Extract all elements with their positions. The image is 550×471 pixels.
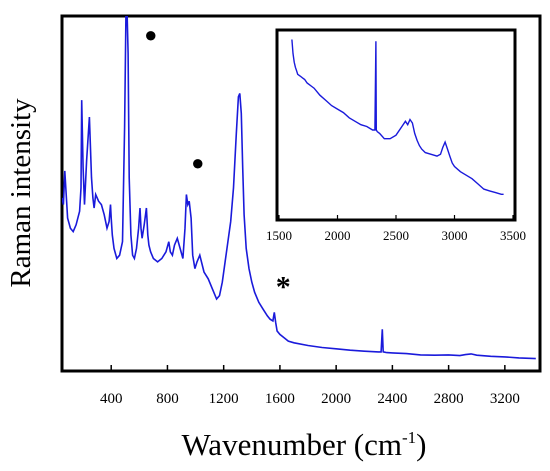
inset-spectrum-line [291,39,504,196]
main-x-tick-label: 2000 [321,391,351,407]
dot-marker: ● [191,150,204,175]
x-axis-title: Wavenumber (cm-1) [182,427,427,462]
main-x-axis-ticks: 400 800 1200 1600 2000 2400 2800 3200 [100,365,520,407]
main-x-tick-label: 800 [156,391,179,407]
inset-x-tick-label: 3500 [500,228,526,243]
inset-x-axis-ticks: 1500 2000 2500 3000 3500 [266,215,526,243]
main-x-tick-label: 1200 [209,391,239,407]
inset-x-tick-label: 2000 [325,228,351,243]
inset-x-tick-label: 1500 [266,228,292,243]
y-axis-title: Raman intensity [5,98,37,288]
main-x-tick-label: 2800 [434,391,464,407]
main-plot-frame [60,14,542,373]
inset-x-tick-label: 2500 [383,228,409,243]
main-spectrum-line [62,16,536,360]
main-x-tick-label: 1600 [265,391,295,407]
peak-markers: ● ● * [144,22,291,303]
asterisk-marker: * [276,270,291,303]
main-x-tick-label: 2400 [377,391,407,407]
dot-marker: ● [144,22,157,47]
inset-plot-frame [275,28,517,222]
main-x-tick-label: 3200 [490,391,520,407]
inset-x-tick-label: 3000 [442,228,468,243]
main-x-tick-label: 400 [100,391,123,407]
